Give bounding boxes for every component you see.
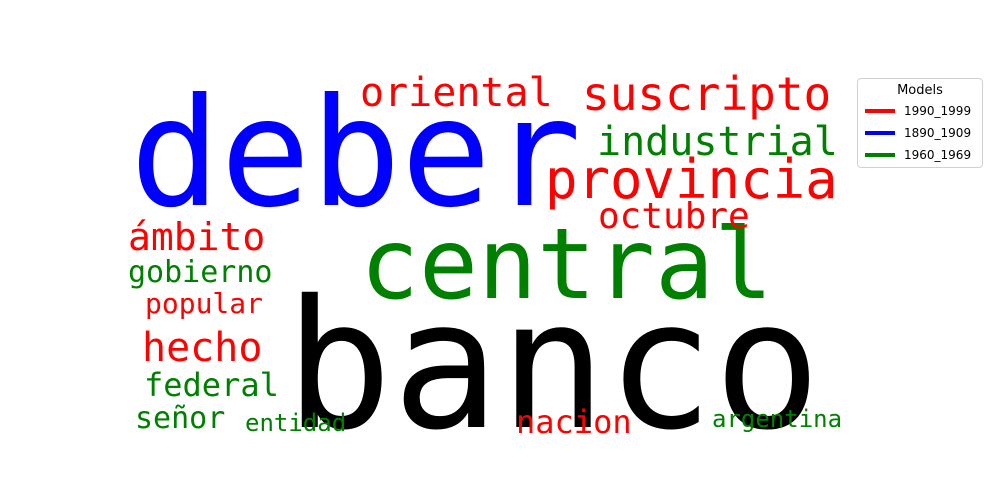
- legend-label: 1990_1999: [904, 104, 972, 118]
- word-popular: popular: [145, 287, 263, 320]
- word-federal: federal: [144, 366, 279, 404]
- legend-line-1990-1999: [865, 109, 895, 113]
- word-entidad: entidad: [245, 409, 346, 437]
- legend-entry-1960-1969: 1960_1969: [858, 144, 982, 166]
- legend-entry-1890-1909: 1890_1909: [858, 122, 982, 144]
- legend-title: Models: [897, 83, 943, 98]
- word-nacion: nacion: [516, 403, 632, 441]
- word-deber: deber: [130, 67, 582, 241]
- word-senor: señor: [135, 401, 225, 436]
- word-central: central: [360, 208, 773, 322]
- legend-line-1960-1969: [865, 153, 895, 157]
- word-industrial: industrial: [597, 119, 838, 165]
- legend-label: 1960_1969: [904, 148, 972, 162]
- word-hecho: hecho: [142, 325, 262, 371]
- legend-entry-1990-1999: 1990_1999: [858, 100, 982, 122]
- word-suscripto: suscripto: [582, 67, 831, 121]
- word-oriental: oriental: [360, 70, 553, 116]
- word-banco: banco: [285, 262, 821, 469]
- word-gobierno: gobierno: [128, 255, 273, 290]
- legend-label: 1890_1909: [904, 126, 972, 140]
- legend: Models 1990_1999 1890_1909 1960_1969: [857, 78, 983, 168]
- word-octubre: octubre: [598, 196, 750, 237]
- word-ambito: ámbito: [128, 215, 265, 259]
- legend-line-1890-1909: [865, 131, 895, 135]
- word-argentina: argentina: [712, 405, 842, 433]
- word-provincia: provincia: [545, 148, 838, 211]
